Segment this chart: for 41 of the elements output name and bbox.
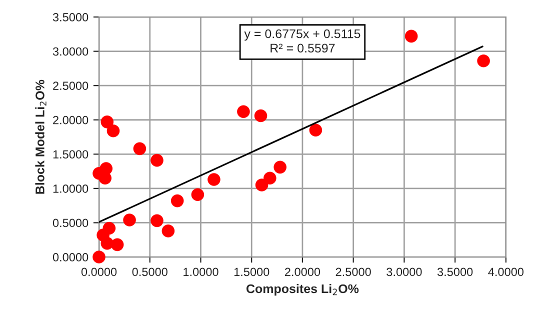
point [309, 124, 322, 137]
point [162, 224, 175, 238]
y-tick-label: 2.5000 [53, 82, 88, 90]
y-tick-label: 3.0000 [52, 47, 88, 56]
point [106, 124, 120, 138]
point [237, 105, 250, 118]
point [477, 54, 490, 68]
y-tick-label: 2.0000 [53, 116, 88, 124]
point [254, 109, 268, 122]
point [123, 214, 136, 226]
x-axis-title: Composites Li$_{2}$O% [246, 284, 359, 296]
y-tick-label: 0.5000 [52, 218, 88, 228]
point [255, 178, 268, 192]
x-tick-label: 0.5000 [132, 268, 168, 276]
point [133, 142, 146, 156]
point [92, 250, 106, 264]
point [150, 154, 164, 167]
point [98, 172, 112, 185]
point [170, 194, 184, 208]
x-tick-label: 0.0000 [81, 268, 117, 276]
x-tick-label: 2.5000 [336, 268, 371, 276]
y-tick-label: 1.5000 [53, 150, 88, 159]
annotation: y = 0.6775x + 0.5115 R² = 0.5597 [244, 29, 360, 53]
x-tick-label: 3.5000 [437, 268, 473, 276]
point [264, 172, 276, 185]
y-tick-label: 0.0000 [52, 253, 88, 262]
x-tick-label: 1.0000 [184, 268, 218, 276]
point [150, 214, 164, 228]
x-tick-label: 1.5000 [234, 268, 270, 276]
point [191, 188, 204, 202]
x-tick-label: 2.0000 [285, 268, 320, 276]
y-tick-label: 1.0000 [53, 184, 88, 193]
point [208, 173, 220, 186]
point [100, 236, 114, 250]
y-axis-title: Block Model Li$_{2}$O% [35, 80, 46, 194]
point [100, 116, 114, 128]
y-tick-label: 3.5000 [52, 13, 88, 22]
point [274, 160, 286, 174]
x-tick-label: 4.0000 [488, 268, 524, 276]
x-tick-label: 3.0000 [386, 268, 422, 276]
point [404, 30, 418, 43]
